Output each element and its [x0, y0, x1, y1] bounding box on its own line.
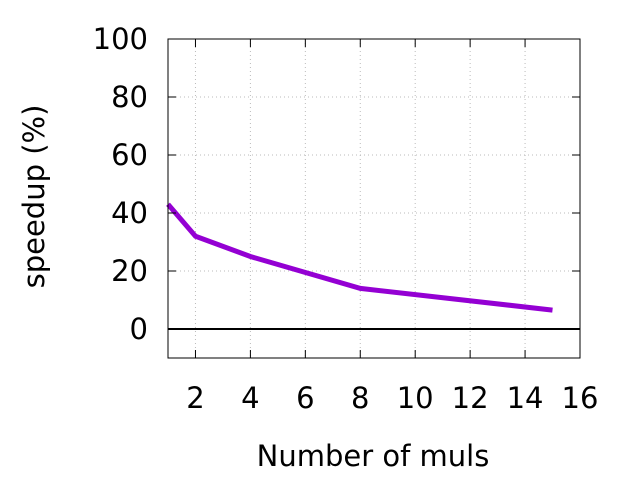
y-tick-label: 60	[111, 138, 148, 172]
x-tick-label: 16	[562, 381, 599, 415]
y-tick-label: 80	[111, 80, 148, 114]
x-tick-label: 12	[452, 381, 489, 415]
series-line	[166, 202, 553, 313]
y-axis-label: speedup (%)	[17, 105, 51, 289]
x-tick-label: 14	[507, 381, 544, 415]
y-tick-label: 0	[130, 312, 148, 346]
y-tick-label: 40	[111, 196, 148, 230]
x-axis-label: Number of muls	[257, 439, 490, 473]
x-tick-label: 4	[241, 381, 259, 415]
series-layer	[166, 202, 553, 313]
x-tick-label: 6	[296, 381, 314, 415]
x-tick-label: 8	[351, 381, 369, 415]
x-tick-label: 2	[186, 381, 204, 415]
plot-frame	[167, 38, 581, 359]
x-tick-label: 10	[397, 381, 434, 415]
grid-layer	[168, 38, 581, 358]
tick-layer: 2 4 6 8 10 12 14 16 0 20 40 60 80 100	[93, 22, 599, 415]
y-tick-label: 20	[111, 254, 148, 288]
y-tick-label: 100	[93, 22, 148, 56]
